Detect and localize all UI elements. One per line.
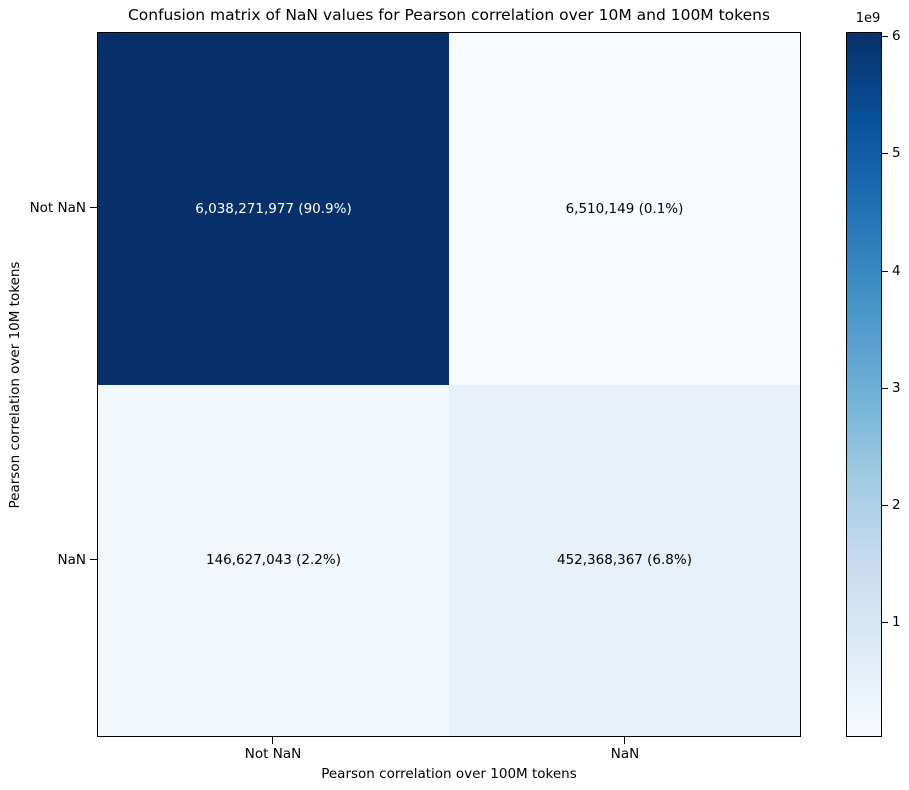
heatmap-cell-nan-nan: 452,368,367 (6.8%) bbox=[449, 384, 800, 736]
y-tick-label-not-nan: Not NaN bbox=[29, 200, 86, 216]
cell-value-label: 6,510,149 (0.1%) bbox=[565, 200, 684, 217]
colorbar-tick-label: 4 bbox=[892, 263, 901, 279]
colorbar-tick-label: 5 bbox=[892, 145, 901, 161]
y-tick-mark bbox=[90, 207, 97, 209]
x-tick-mark bbox=[272, 737, 274, 744]
x-axis-label: Pearson correlation over 100M tokens bbox=[321, 766, 577, 782]
heatmap-cell-notnan-notnan: 6,038,271,977 (90.9%) bbox=[98, 33, 449, 385]
colorbar-tick-mark bbox=[882, 622, 888, 624]
chart-title: Confusion matrix of NaN values for Pears… bbox=[127, 6, 771, 24]
x-tick-label-nan: NaN bbox=[610, 746, 640, 762]
colorbar-tick-label: 3 bbox=[892, 380, 901, 396]
heatmap: 6,038,271,977 (90.9%) 6,510,149 (0.1%) 1… bbox=[97, 32, 801, 737]
cell-value-label: 146,627,043 (2.2%) bbox=[205, 552, 341, 569]
cell-value-label: 452,368,367 (6.8%) bbox=[556, 552, 692, 569]
colorbar-tick-mark bbox=[882, 153, 888, 155]
colorbar-gradient bbox=[846, 32, 882, 737]
heatmap-cell-nan-notnan: 146,627,043 (2.2%) bbox=[98, 384, 449, 736]
colorbar-tick-label: 6 bbox=[892, 28, 901, 44]
colorbar-tick-label: 2 bbox=[892, 497, 901, 513]
x-tick-label-not-nan: Not NaN bbox=[244, 746, 302, 762]
y-tick-mark bbox=[90, 559, 97, 561]
y-axis-label: Pearson correlation over 10M tokens bbox=[7, 261, 23, 509]
colorbar-tick-mark bbox=[882, 388, 888, 390]
cell-value-label: 6,038,271,977 (90.9%) bbox=[195, 200, 352, 217]
colorbar-tick-label: 1 bbox=[892, 614, 901, 630]
x-tick-mark bbox=[624, 737, 626, 744]
heatmap-cell-notnan-nan: 6,510,149 (0.1%) bbox=[449, 33, 800, 385]
y-tick-label-nan: NaN bbox=[57, 552, 86, 568]
colorbar-tick-mark bbox=[882, 271, 888, 273]
colorbar-offset-label: 1e9 bbox=[855, 11, 881, 26]
colorbar-tick-mark bbox=[882, 36, 888, 38]
colorbar-tick-mark bbox=[882, 505, 888, 507]
